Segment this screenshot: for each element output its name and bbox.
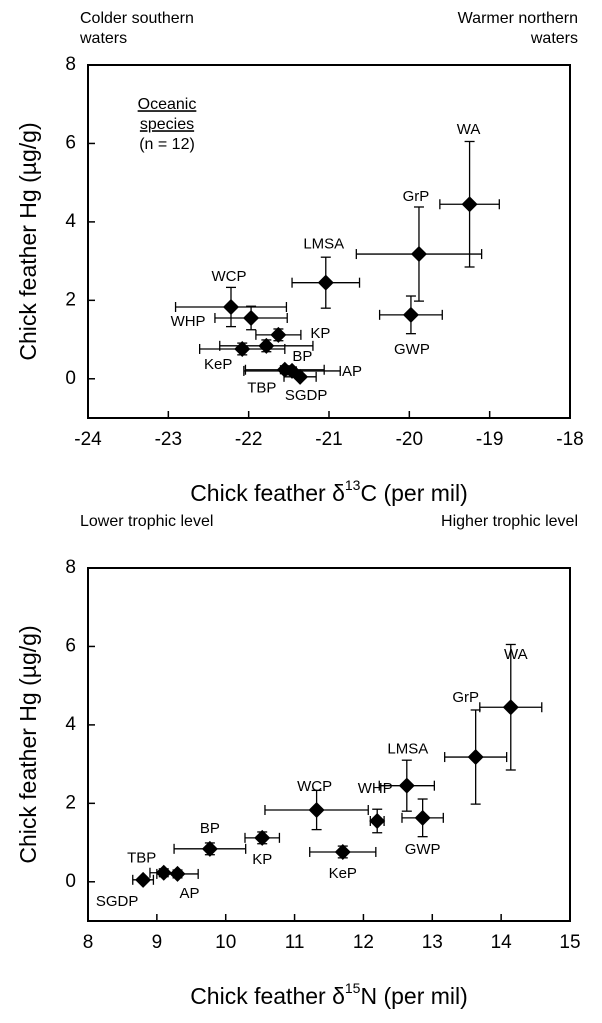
point (317, 274, 334, 291)
point-label: AP (342, 363, 362, 380)
point (254, 829, 271, 846)
inset-label: species (140, 116, 194, 133)
x-tick-label: 15 (559, 932, 580, 953)
x-axis-label-sup: 15 (345, 980, 361, 996)
annotation: Colder southern (80, 10, 194, 27)
inset-label: Oceanic (138, 96, 197, 113)
point (292, 368, 309, 385)
point (402, 306, 419, 323)
x-axis-label-sup: 13 (345, 477, 361, 493)
point-label: KP (252, 851, 272, 868)
point (243, 309, 260, 326)
point-label: GrP (403, 188, 430, 205)
point-label: AP (180, 885, 200, 902)
point (369, 812, 386, 829)
point-label: GrP (452, 689, 479, 706)
point-label: BP (200, 820, 220, 837)
point (461, 196, 478, 213)
point (135, 871, 152, 888)
y-axis-label: Chick feather Hg (µg/g) (15, 122, 41, 360)
x-tick-label: 13 (422, 932, 443, 953)
x-axis-label-part: N (per mil) (360, 983, 467, 1009)
point (308, 802, 325, 819)
x-tick-label: 11 (285, 932, 305, 953)
point (270, 326, 287, 343)
annotation: Higher trophic level (441, 513, 578, 530)
y-tick-label: 4 (65, 714, 76, 735)
y-tick-label: 0 (65, 368, 76, 389)
y-tick-label: 8 (65, 557, 76, 578)
point-label: KP (310, 325, 330, 342)
annotation: Warmer northern (458, 10, 578, 27)
point (234, 340, 251, 357)
inset-label: (n = 12) (139, 136, 195, 153)
plot-frame (87, 567, 571, 922)
y-tick-label: 8 (65, 54, 76, 75)
x-tick-label: -24 (74, 429, 102, 450)
x-tick-label: -23 (155, 429, 182, 450)
point-label: WHP (358, 780, 393, 797)
point (467, 749, 484, 766)
point-label: TBP (127, 850, 156, 867)
point-label: WCP (297, 778, 332, 795)
point (502, 699, 519, 716)
annotation: waters (79, 30, 127, 47)
point-label: GWP (405, 841, 441, 858)
point-label: LMSA (303, 236, 344, 253)
point (410, 246, 427, 263)
point-label: SGDP (285, 387, 328, 404)
x-tick-label: -20 (396, 429, 423, 450)
point-label: WA (504, 646, 528, 663)
x-axis-label: Chick feather δ15N (per mil) (190, 980, 468, 1009)
point (155, 864, 172, 881)
y-tick-label: 6 (65, 635, 76, 656)
point-label: WCP (211, 268, 246, 285)
point (258, 337, 275, 354)
point-label: SGDP (96, 893, 139, 910)
y-tick-label: 0 (65, 871, 76, 892)
y-axis-label: Chick feather Hg (µg/g) (15, 625, 41, 863)
annotation: Lower trophic level (80, 513, 213, 530)
x-tick-label: -18 (556, 429, 583, 450)
annotation: waters (530, 30, 578, 47)
point-label: KeP (329, 865, 357, 882)
point (169, 865, 186, 882)
point-label: TBP (247, 380, 276, 397)
x-tick-label: -19 (476, 429, 503, 450)
point-label: GWP (394, 341, 430, 358)
y-tick-label: 6 (65, 132, 76, 153)
point-label: BP (292, 348, 312, 365)
x-tick-label: 9 (152, 932, 163, 953)
x-axis-label: Chick feather δ13C (per mil) (190, 477, 468, 506)
point (201, 840, 218, 857)
x-axis-label-part: Chick feather δ (190, 480, 345, 506)
x-tick-label: -21 (315, 429, 342, 450)
x-tick-label: 12 (353, 932, 374, 953)
x-tick-label: -22 (235, 429, 262, 450)
y-tick-label: 2 (65, 792, 76, 813)
point-label: WA (457, 121, 481, 138)
point-label: KeP (204, 356, 232, 373)
point (334, 843, 351, 860)
point-label: LMSA (387, 741, 428, 758)
x-tick-label: 14 (491, 932, 513, 953)
point-label: WHP (171, 313, 206, 330)
y-tick-label: 4 (65, 211, 76, 232)
y-tick-label: 2 (65, 289, 76, 310)
x-axis-label-part: Chick feather δ (190, 983, 345, 1009)
x-tick-label: 10 (215, 932, 236, 953)
point (222, 299, 239, 316)
x-axis-label-part: C (per mil) (360, 480, 467, 506)
point (398, 777, 415, 794)
x-tick-label: 8 (83, 932, 94, 953)
point (414, 809, 431, 826)
